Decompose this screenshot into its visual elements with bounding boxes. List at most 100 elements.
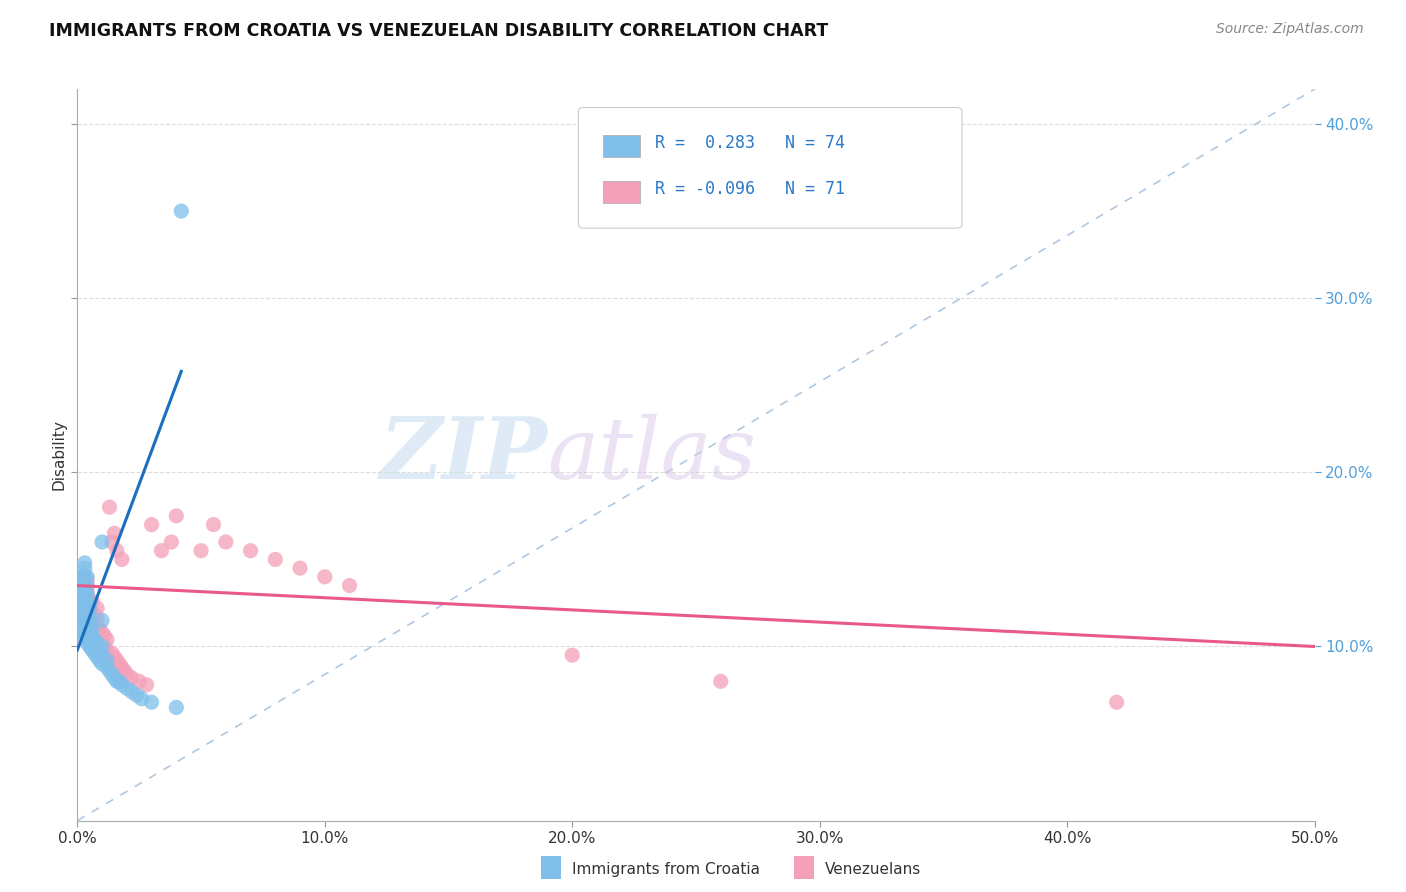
- Point: [86, 612, 108, 626]
- Point: [86, 622, 108, 636]
- Point: [83, 647, 105, 661]
- Point: [264, 552, 287, 566]
- Point: [72, 578, 94, 592]
- Point: [91, 648, 114, 663]
- Point: [73, 618, 96, 632]
- Text: IMMIGRANTS FROM CROATIA VS VENEZUELAN DISABILITY CORRELATION CHART: IMMIGRANTS FROM CROATIA VS VENEZUELAN DI…: [49, 22, 828, 40]
- Point: [339, 578, 361, 592]
- Point: [69, 605, 91, 619]
- Point: [79, 632, 101, 647]
- Point: [69, 578, 91, 592]
- Point: [160, 535, 183, 549]
- Point: [73, 612, 96, 626]
- Point: [165, 700, 187, 714]
- Point: [121, 671, 143, 685]
- Point: [76, 591, 98, 605]
- Point: [96, 660, 118, 674]
- Point: [710, 674, 733, 689]
- Point: [561, 648, 583, 663]
- Point: [76, 574, 98, 588]
- Point: [96, 653, 118, 667]
- Point: [82, 643, 104, 657]
- Point: [79, 640, 101, 654]
- Point: [125, 688, 148, 702]
- Point: [69, 613, 91, 627]
- Point: [202, 517, 225, 532]
- Point: [73, 583, 96, 598]
- Point: [79, 598, 101, 612]
- Point: [83, 629, 105, 643]
- Point: [82, 605, 104, 619]
- Text: R =  0.283   N = 74: R = 0.283 N = 74: [655, 135, 845, 153]
- Point: [121, 685, 143, 699]
- Point: [91, 613, 114, 627]
- Point: [83, 618, 105, 632]
- Point: [76, 629, 98, 643]
- Point: [82, 622, 104, 636]
- Point: [79, 625, 101, 640]
- Point: [72, 608, 94, 623]
- Point: [79, 618, 101, 632]
- Point: [86, 643, 108, 657]
- Point: [82, 625, 104, 640]
- Point: [89, 647, 111, 661]
- Point: [69, 605, 91, 619]
- Point: [105, 543, 128, 558]
- Point: [128, 674, 150, 689]
- Point: [86, 631, 108, 645]
- Point: [108, 657, 131, 671]
- Point: [79, 594, 101, 608]
- Point: [83, 632, 105, 647]
- Point: [76, 583, 98, 598]
- Point: [288, 561, 311, 575]
- Point: [101, 667, 124, 681]
- Point: [72, 625, 94, 640]
- Text: Source: ZipAtlas.com: Source: ZipAtlas.com: [1216, 22, 1364, 37]
- Point: [76, 636, 98, 650]
- Point: [103, 671, 125, 685]
- Point: [69, 596, 91, 610]
- Point: [98, 664, 121, 678]
- Point: [101, 535, 124, 549]
- Point: [93, 640, 115, 654]
- Point: [72, 601, 94, 615]
- Point: [72, 598, 94, 612]
- Point: [215, 535, 238, 549]
- Point: [150, 543, 173, 558]
- Point: [73, 556, 96, 570]
- Point: [108, 674, 131, 689]
- Point: [79, 612, 101, 626]
- Point: [170, 204, 193, 219]
- Point: [1105, 695, 1128, 709]
- Point: [82, 636, 104, 650]
- Point: [91, 636, 114, 650]
- Point: [72, 570, 94, 584]
- Point: [73, 631, 96, 645]
- Point: [96, 632, 118, 647]
- Point: [82, 629, 104, 643]
- Point: [111, 660, 134, 674]
- Point: [89, 622, 111, 636]
- Point: [73, 587, 96, 601]
- Point: [165, 508, 187, 523]
- Point: [314, 570, 336, 584]
- Point: [82, 615, 104, 629]
- Point: [111, 552, 134, 566]
- Point: [76, 622, 98, 636]
- Point: [76, 608, 98, 623]
- Point: [82, 594, 104, 608]
- Y-axis label: Disability: Disability: [51, 419, 66, 491]
- Text: R = -0.096   N = 71: R = -0.096 N = 71: [655, 179, 845, 198]
- Point: [72, 608, 94, 623]
- Point: [83, 608, 105, 623]
- Point: [69, 587, 91, 601]
- Point: [131, 691, 153, 706]
- Point: [115, 667, 138, 681]
- Point: [239, 543, 262, 558]
- Point: [76, 601, 98, 615]
- Point: [73, 576, 96, 591]
- Point: [73, 561, 96, 575]
- Point: [76, 578, 98, 592]
- Point: [73, 605, 96, 619]
- Point: [91, 625, 114, 640]
